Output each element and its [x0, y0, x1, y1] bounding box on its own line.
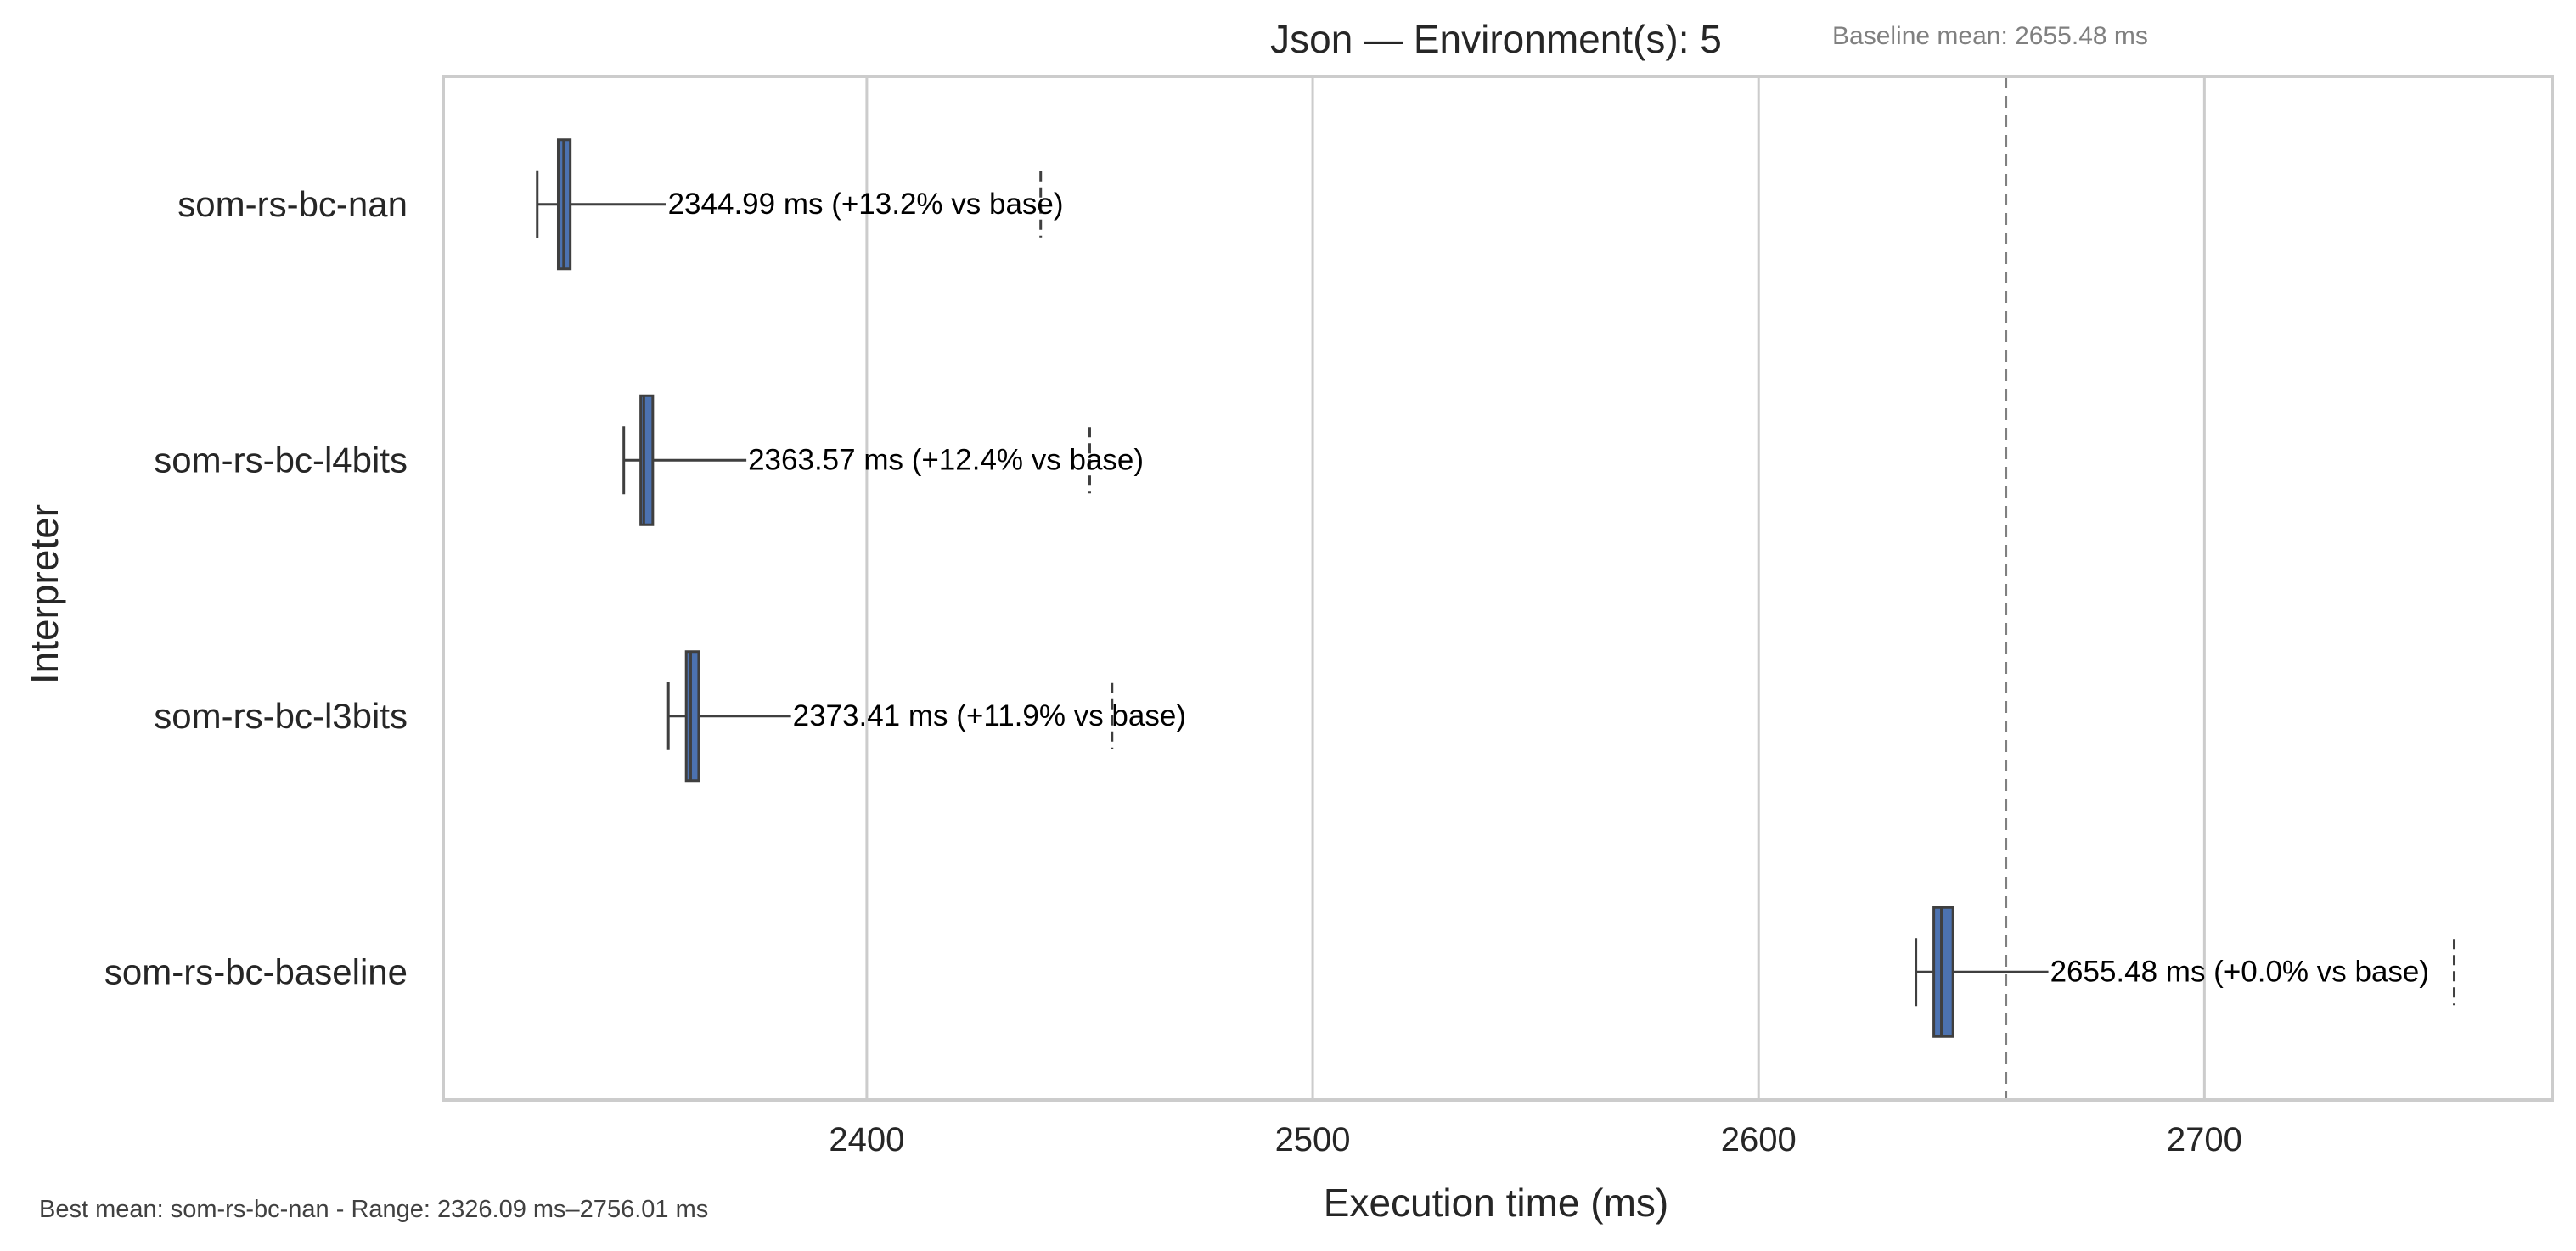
- data-label: 2373.41 ms (+11.9% vs base): [793, 699, 1186, 732]
- chart-subtitle: Baseline mean: 2655.48 ms: [1832, 22, 2148, 50]
- iqr-box: [1932, 906, 1954, 1038]
- y-category-labels: som-rs-bc-nan som-rs-bc-l4bits som-rs-bc-l…: [104, 184, 408, 992]
- box-plot-group: [536, 138, 1043, 271]
- grid-lines: [865, 76, 2206, 1100]
- chart-title: Json — Environment(s): 5: [1270, 17, 1722, 61]
- data-label: 2655.48 ms (+0.0% vs base): [2050, 955, 2430, 988]
- x-tick-label: 2600: [1721, 1121, 1797, 1158]
- x-tick-label: 2400: [829, 1121, 904, 1158]
- data-label: 2344.99 ms (+13.2% vs base): [668, 188, 1064, 221]
- x-axis-label: Execution time (ms): [1324, 1181, 1668, 1225]
- y-category-label: som-rs-bc-l4bits: [154, 440, 408, 480]
- x-tick-label: 2700: [2167, 1121, 2242, 1158]
- footer-note: Best mean: som-rs-bc-nan - Range: 2326.0…: [39, 1196, 708, 1223]
- x-tick-label: 2500: [1275, 1121, 1351, 1158]
- box-plots: [536, 138, 2456, 1038]
- y-axis-label: Interpreter: [22, 504, 66, 684]
- plot-frame: [442, 75, 2554, 1102]
- y-category-label: som-rs-bc-nan: [177, 184, 408, 224]
- y-category-label: som-rs-bc-baseline: [104, 951, 408, 991]
- box-plot-group: [1915, 906, 2456, 1038]
- data-labels: 2344.99 ms (+13.2% vs base) 2363.57 ms (+…: [668, 188, 2429, 989]
- y-category-label: som-rs-bc-l3bits: [154, 696, 408, 736]
- x-tick-labels: 2400 2500 2600 2700: [829, 1121, 2241, 1158]
- box-plot-group: [666, 650, 1114, 783]
- iqr-box: [684, 650, 700, 783]
- iqr-box: [639, 394, 655, 526]
- data-label: 2363.57 ms (+12.4% vs base): [748, 443, 1144, 476]
- box-plot-group: [622, 394, 1091, 526]
